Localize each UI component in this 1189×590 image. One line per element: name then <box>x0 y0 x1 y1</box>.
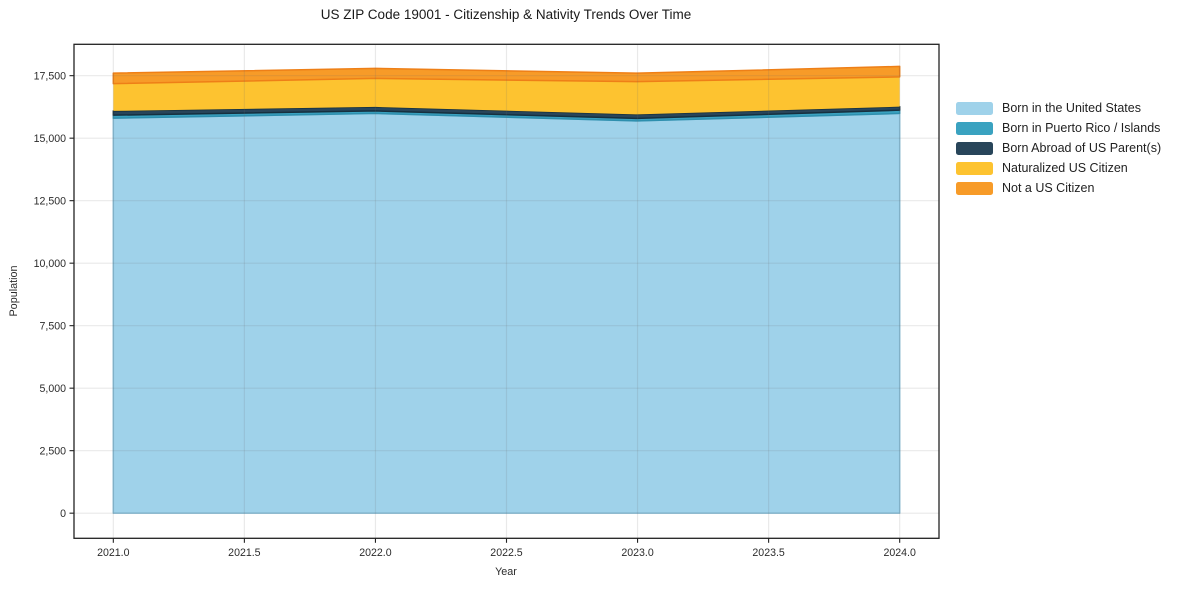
y-tick-label: 10,000 <box>34 258 67 270</box>
legend-swatch <box>956 182 993 195</box>
legend-item: Not a US Citizen <box>956 182 1161 195</box>
chart-title: US ZIP Code 19001 - Citizenship & Nativi… <box>320 7 692 22</box>
legend-label: Born in the United States <box>1002 101 1141 115</box>
y-tick-label: 2,500 <box>39 445 66 457</box>
x-tick-label: 2023.0 <box>621 547 654 559</box>
legend-label: Not a US Citizen <box>1002 181 1095 195</box>
area-series-4 <box>112 65 901 85</box>
x-tick-label: 2023.5 <box>752 547 785 559</box>
y-axis-title: Population <box>8 265 20 317</box>
legend-item: Born in Puerto Rico / Islands <box>956 122 1161 135</box>
y-tick-label: 5,000 <box>39 383 66 395</box>
y-tick-label: 12,500 <box>34 195 67 207</box>
legend-label: Naturalized US Citizen <box>1002 161 1128 175</box>
x-tick-label: 2022.5 <box>490 547 523 559</box>
legend-swatch <box>956 102 993 115</box>
y-tick-label: 17,500 <box>34 70 67 82</box>
legend-item: Born Abroad of US Parent(s) <box>956 142 1161 155</box>
y-tick-label: 7,500 <box>39 320 66 332</box>
legend-label: Born in Puerto Rico / Islands <box>1002 121 1161 135</box>
x-tick-label: 2024.0 <box>883 547 916 559</box>
x-tick-label: 2021.5 <box>228 547 261 559</box>
legend-swatch <box>956 162 993 175</box>
legend-item: Born in the United States <box>956 102 1161 115</box>
x-axis-title: Year <box>495 566 517 578</box>
x-tick-label: 2021.0 <box>97 547 130 559</box>
y-tick-label: 0 <box>60 508 66 520</box>
legend-item: Naturalized US Citizen <box>956 162 1161 175</box>
legend-swatch <box>956 142 993 155</box>
x-tick-label: 2022.0 <box>359 547 392 559</box>
legend: Born in the United States Born in Puerto … <box>956 102 1161 195</box>
area-series-3 <box>113 76 900 115</box>
legend-swatch <box>956 122 993 135</box>
y-tick-label: 15,000 <box>34 133 67 145</box>
legend-label: Born Abroad of US Parent(s) <box>1002 141 1162 155</box>
